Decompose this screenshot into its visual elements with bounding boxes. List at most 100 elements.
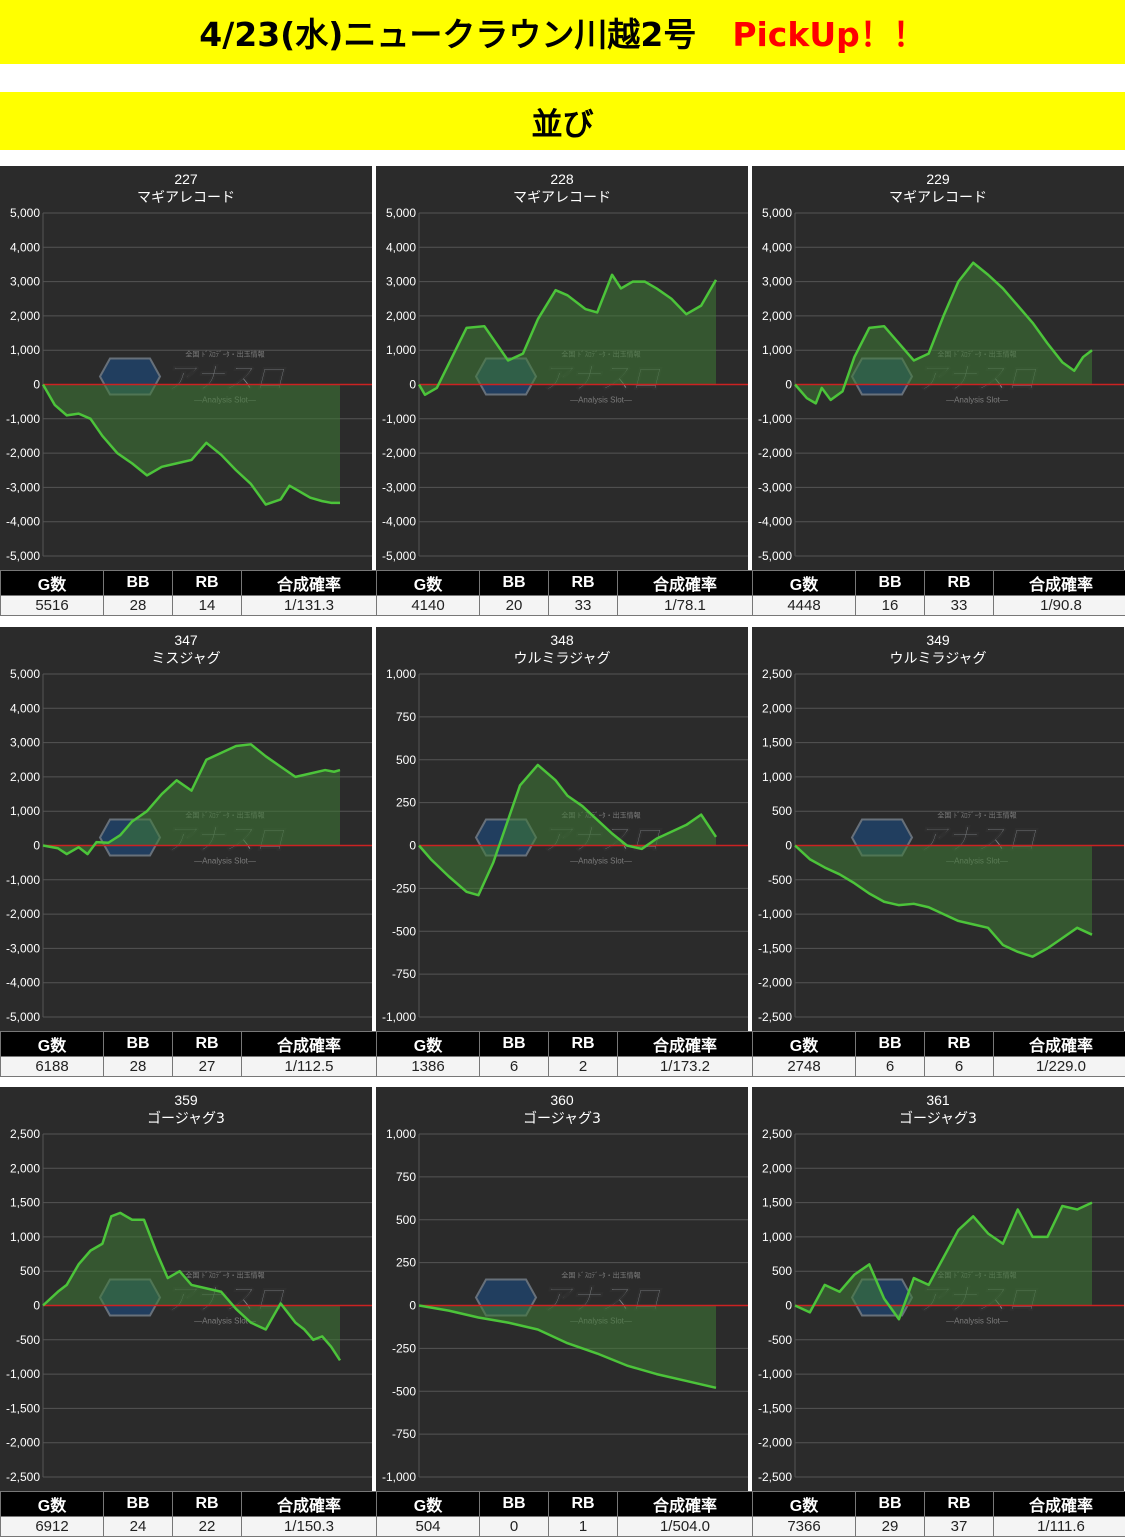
stats-header: BB xyxy=(856,571,925,596)
y-tick-label: -2,500 xyxy=(758,1010,792,1024)
stats-value: 504 xyxy=(377,1517,480,1537)
y-tick-label: -2,000 xyxy=(758,1436,792,1450)
y-tick-label: 500 xyxy=(20,1264,40,1278)
section-title: 並び xyxy=(532,99,594,144)
stats-value: 24 xyxy=(104,1517,173,1537)
stats-header: RB xyxy=(549,1032,618,1057)
stats-value: 1/173.2 xyxy=(618,1057,753,1077)
stats-value: 14 xyxy=(173,596,242,616)
stats-value: 6 xyxy=(856,1057,925,1077)
stats-header: RB xyxy=(925,571,994,596)
y-tick-label: 4,000 xyxy=(10,240,40,254)
y-tick-label: 0 xyxy=(33,839,40,853)
y-tick-label: -1,000 xyxy=(758,1367,792,1381)
y-tick-label: 0 xyxy=(409,1299,416,1313)
stats-value: 4448 xyxy=(753,596,856,616)
machine-model: ゴージャグ3 xyxy=(899,1110,977,1127)
y-tick-label: 5,000 xyxy=(762,206,792,220)
stats-value: 1 xyxy=(549,1517,618,1537)
stats-header: 合成確率 xyxy=(618,571,753,596)
y-tick-label: 0 xyxy=(785,1299,792,1313)
y-tick-label: 500 xyxy=(772,1264,792,1278)
y-tick-label: 2,000 xyxy=(762,309,792,323)
y-tick-label: 3,000 xyxy=(10,275,40,289)
y-tick-label: 1,000 xyxy=(10,343,40,357)
watermark-subtext: —Analysis Slot— xyxy=(946,396,1008,405)
machine-number: 347 xyxy=(174,632,198,648)
machine-number: 349 xyxy=(926,632,950,648)
stats-value: 1/504.0 xyxy=(618,1517,753,1537)
stats-value: 2 xyxy=(549,1057,618,1077)
machine-model: マギアレコード xyxy=(889,190,987,206)
stats-header: G数 xyxy=(753,571,856,596)
y-tick-label: -500 xyxy=(392,1384,416,1398)
y-tick-label: -5,000 xyxy=(6,1010,40,1024)
stats-header: G数 xyxy=(377,1032,480,1057)
area-fill xyxy=(419,765,716,895)
area-fill xyxy=(43,744,340,854)
slump-chart: 349ウルミラジャグ2,5002,0001,5001,0005000-500-1… xyxy=(752,627,1124,1074)
y-tick-label: -3,000 xyxy=(6,480,40,494)
machine-number: 229 xyxy=(926,171,950,187)
y-tick-label: 1,500 xyxy=(762,1196,792,1210)
y-tick-label: -3,000 xyxy=(382,480,416,494)
y-tick-label: 1,000 xyxy=(762,343,792,357)
y-tick-label: 5,000 xyxy=(10,206,40,220)
y-tick-label: -2,000 xyxy=(6,1436,40,1450)
y-tick-label: -500 xyxy=(768,873,792,887)
slump-chart: 360ゴージャグ31,0007505002500-250-500-750-1,0… xyxy=(376,1087,748,1534)
stats-value: 4140 xyxy=(377,596,480,616)
stats-value: 7366 xyxy=(753,1517,856,1537)
area-fill xyxy=(419,1306,716,1388)
stats-value: 1/90.8 xyxy=(994,596,1125,616)
stats-header: BB xyxy=(856,1492,925,1517)
stats-value: 6 xyxy=(925,1057,994,1077)
y-tick-label: -500 xyxy=(392,924,416,938)
stats-value: 20 xyxy=(480,596,549,616)
stats-value: 1/111.6 xyxy=(994,1517,1125,1537)
stats-header: 合成確率 xyxy=(994,1032,1125,1057)
stats-header: BB xyxy=(480,1032,549,1057)
stats-value: 22 xyxy=(173,1517,242,1537)
machine-model: ミスジャグ xyxy=(151,651,220,667)
y-tick-label: -1,000 xyxy=(6,412,40,426)
y-tick-label: 1,000 xyxy=(10,804,40,818)
y-tick-label: -2,000 xyxy=(758,446,792,460)
y-tick-label: 0 xyxy=(785,839,792,853)
stats-value: 6188 xyxy=(1,1057,104,1077)
stats-value: 1/229.0 xyxy=(994,1057,1125,1077)
y-tick-label: -1,000 xyxy=(382,412,416,426)
y-tick-label: 1,500 xyxy=(762,736,792,750)
machine-model: マギアレコード xyxy=(137,190,235,206)
y-tick-label: 3,000 xyxy=(10,736,40,750)
y-tick-label: 0 xyxy=(409,839,416,853)
stats-header: RB xyxy=(173,1492,242,1517)
stats-header: 合成確率 xyxy=(994,1492,1125,1517)
y-tick-label: -500 xyxy=(16,1333,40,1347)
area-fill xyxy=(795,1203,1092,1320)
y-tick-label: 1,000 xyxy=(386,667,416,681)
stats-header: BB xyxy=(104,571,173,596)
y-tick-label: -2,000 xyxy=(6,446,40,460)
y-tick-label: 750 xyxy=(396,710,416,724)
y-tick-label: -750 xyxy=(392,1427,416,1441)
y-tick-label: 0 xyxy=(33,378,40,392)
y-tick-label: 5,000 xyxy=(386,206,416,220)
stats-header: G数 xyxy=(1,571,104,596)
stats-value: 2748 xyxy=(753,1057,856,1077)
y-tick-label: 2,500 xyxy=(762,1127,792,1141)
y-tick-label: 0 xyxy=(409,378,416,392)
y-tick-label: -5,000 xyxy=(6,549,40,563)
y-tick-label: 1,000 xyxy=(386,343,416,357)
